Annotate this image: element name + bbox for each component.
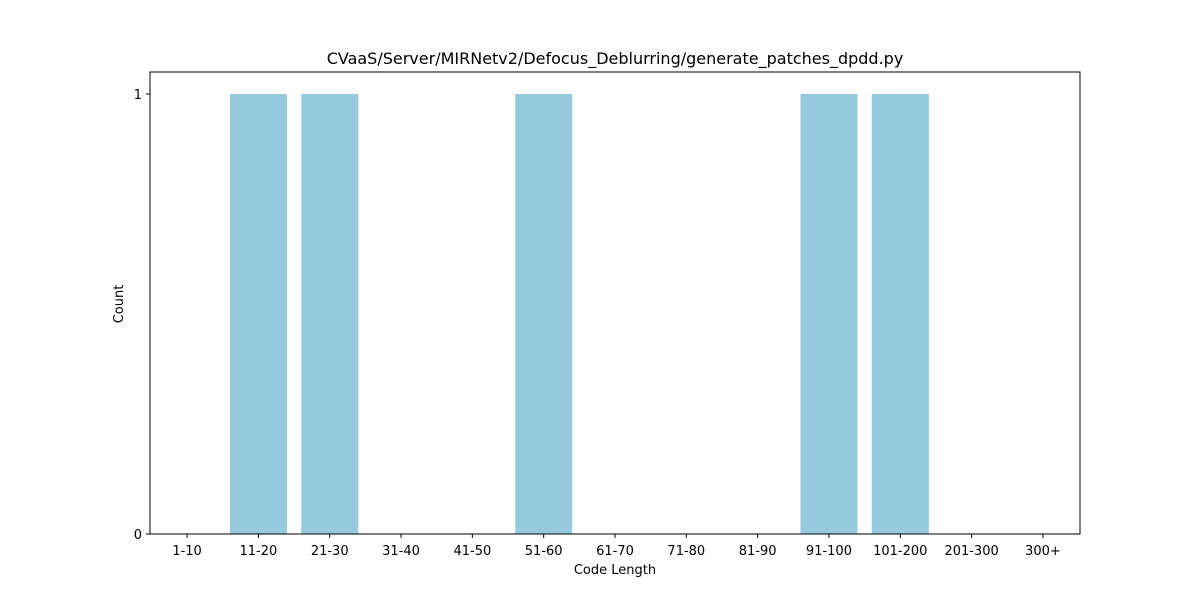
bar-11-20 (229, 94, 287, 534)
y-tick-label: 0 (134, 528, 142, 543)
x-tick-label: 51-60 (525, 544, 563, 559)
x-tick-label: 81-90 (739, 544, 777, 559)
plot-frame (149, 71, 1081, 535)
x-tick-label: 91-100 (806, 544, 852, 559)
x-tick-label: 71-80 (667, 544, 705, 559)
x-tick-label: 201-300 (944, 544, 998, 559)
x-axis-label: Code Length (574, 563, 656, 578)
x-tick-label: 31-40 (382, 544, 420, 559)
chart-title: CVaaS/Server/MIRNetv2/Defocus_Deblurring… (327, 49, 904, 69)
y-tick-label: 1 (134, 88, 142, 103)
x-tick-label: 101-200 (873, 544, 927, 559)
x-tick-label: 21-30 (311, 544, 349, 559)
bar-51-60 (515, 94, 573, 534)
x-tick-label: 41-50 (453, 544, 491, 559)
y-axis-label: Count (112, 285, 127, 324)
x-tick-label: 11-20 (240, 544, 278, 559)
bar-91-100 (800, 94, 858, 534)
bar-21-30 (301, 94, 359, 534)
bar-101-200 (871, 94, 929, 534)
x-tick-label: 61-70 (596, 544, 634, 559)
x-tick-label: 1-10 (172, 544, 202, 559)
x-tick-label: 300+ (1025, 544, 1061, 559)
bars-layer (229, 94, 929, 534)
axes-layer: 1-10 11-20 21-30 31-40 41-50 51-60 61-70 71-80 8… (134, 71, 1081, 559)
